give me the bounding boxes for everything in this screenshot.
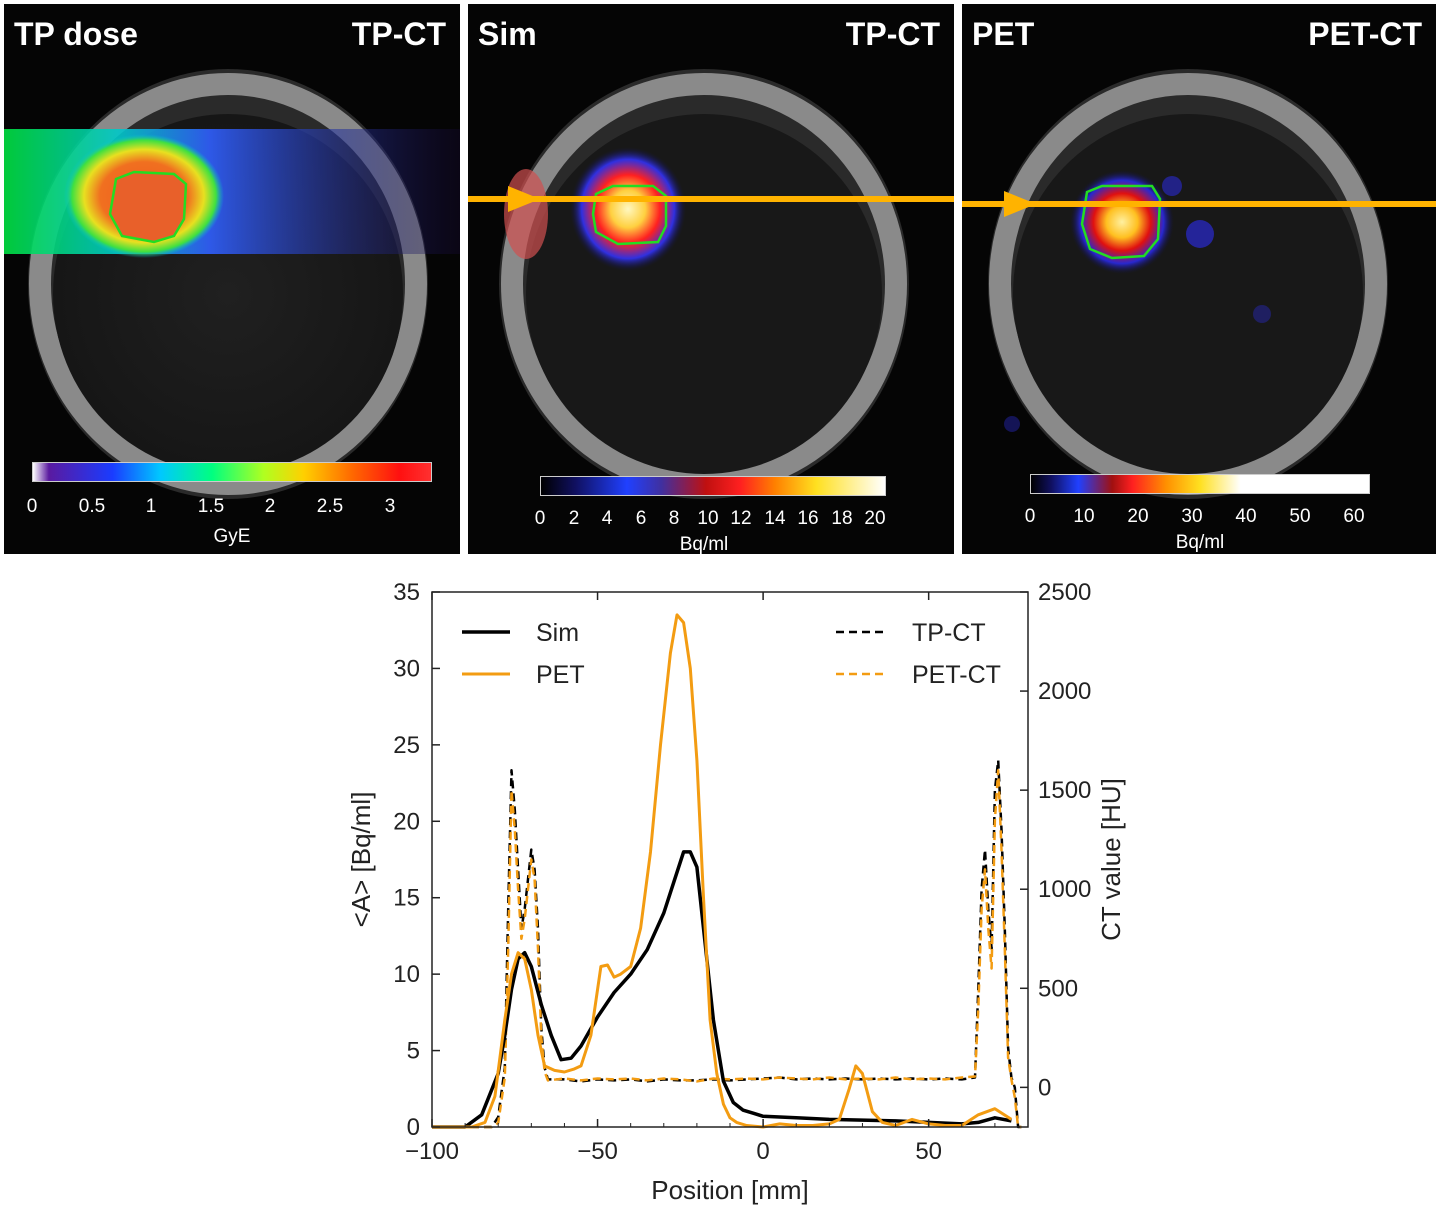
colorbar-tick: 0 (534, 508, 546, 529)
colorbar-tick: 2 (264, 496, 276, 517)
colorbar-tick: 4 (601, 508, 613, 529)
tumor-contour (1080, 184, 1162, 260)
colorbar-tick: 50 (1289, 506, 1311, 527)
colorbar-tick: 1.5 (197, 496, 225, 517)
beam-arrow-icon (508, 186, 540, 212)
legend-right: TP-CT PET-CT (836, 619, 1001, 689)
y2-tick-label: 500 (1038, 975, 1078, 1002)
x-tick-label: −50 (577, 1138, 618, 1165)
y2-tick-label: 2000 (1038, 678, 1091, 705)
panel-title: Sim (478, 16, 537, 52)
tp-dose-panel: TP dose TP-CT 0 0.5 1 1.5 2 2.5 3 GyE (4, 4, 460, 554)
ct-pet-image (962, 69, 1436, 499)
colorbar-unit: GyE (213, 526, 251, 547)
x-tick-label: −100 (405, 1138, 459, 1165)
y2-axis-label: CT value [HU] (1096, 778, 1126, 941)
y-tick-label: 20 (393, 808, 420, 835)
y-tick-label: 30 (393, 655, 420, 682)
x-tick-label: 50 (915, 1138, 942, 1165)
colorbar-tick: 2.5 (316, 496, 344, 517)
colorbar-unit: Bq/ml (1175, 532, 1225, 553)
colorbar-unit: Bq/ml (679, 534, 729, 554)
ct-sim-image (468, 69, 954, 499)
series-line-pet-ct (432, 769, 1022, 1129)
y-axis-label: <A> [Bq/ml] (346, 792, 376, 928)
legend-label: PET (536, 661, 585, 689)
colorbar (540, 476, 886, 496)
y2-tick-label: 1500 (1038, 777, 1091, 804)
colorbar-tick: 8 (668, 508, 680, 529)
ct-dose-image (4, 69, 460, 499)
panel-title: TP dose (14, 16, 138, 52)
axes-layer: −100 −50 0 50051015202530350500100015002000… (393, 579, 1091, 1165)
panel-subtitle: TP-CT (845, 16, 940, 52)
y2-tick-label: 0 (1038, 1074, 1051, 1101)
colorbar-tick: 18 (831, 508, 853, 529)
colorbar-tick: 16 (797, 508, 819, 529)
x-tick-label: 0 (756, 1138, 769, 1165)
x-axis-label: Position [mm] (651, 1175, 809, 1205)
colorbar-tick: 0.5 (78, 496, 106, 517)
colorbar-tick: 10 (1073, 506, 1095, 527)
colorbar (1030, 474, 1370, 494)
colorbar-tick: 10 (697, 508, 719, 529)
colorbar-tick: 40 (1235, 506, 1257, 527)
y-tick-label: 10 (393, 961, 420, 988)
panel-subtitle: TP-CT (351, 16, 446, 52)
y-tick-label: 35 (393, 579, 420, 606)
colorbar-tick: 2 (568, 508, 580, 529)
y2-tick-label: 2500 (1038, 579, 1091, 606)
colorbar-tick: 20 (864, 508, 886, 529)
series-layer (432, 613, 1022, 1129)
panel-title: PET (972, 16, 1035, 52)
tumor-contour (591, 184, 668, 246)
colorbar (32, 462, 432, 482)
y-tick-label: 5 (407, 1038, 420, 1065)
sim-panel: Sim TP-CT 0 2 4 6 8 10 12 14 16 18 20 Bq… (468, 4, 954, 554)
legend-label: TP-CT (912, 619, 986, 647)
series-line-tp-ct (432, 759, 1022, 1129)
panel-subtitle: PET-CT (1308, 16, 1422, 52)
colorbar-tick: 14 (764, 508, 786, 529)
series-line-sim (432, 850, 1012, 1129)
tumor-contour (108, 170, 188, 244)
colorbar-tick: 6 (635, 508, 647, 529)
colorbar-tick: 12 (730, 508, 752, 529)
colorbar-tick: 20 (1127, 506, 1149, 527)
beam-arrow-icon (1004, 191, 1036, 217)
legend-label: Sim (536, 619, 579, 647)
y2-tick-label: 1000 (1038, 876, 1091, 903)
colorbar-tick: 0 (1024, 506, 1036, 527)
legend-left: Sim PET (462, 619, 585, 689)
colorbar-tick: 3 (384, 496, 396, 517)
colorbar-tick: 0 (26, 496, 38, 517)
pet-panel: PET PET-CT 0 10 20 30 40 50 60 Bq/ml (962, 4, 1436, 554)
legend-label: PET-CT (912, 661, 1001, 689)
y-tick-label: 0 (407, 1114, 420, 1141)
profile-chart: −100 −50 0 50051015202530350500100015002000… (346, 579, 1126, 1205)
colorbar-tick: 1 (145, 496, 157, 517)
colorbar-tick: 30 (1181, 506, 1203, 527)
colorbar-tick: 60 (1343, 506, 1365, 527)
series-line-pet (432, 613, 1013, 1129)
y-tick-label: 15 (393, 885, 420, 912)
y-tick-label: 25 (393, 732, 420, 759)
